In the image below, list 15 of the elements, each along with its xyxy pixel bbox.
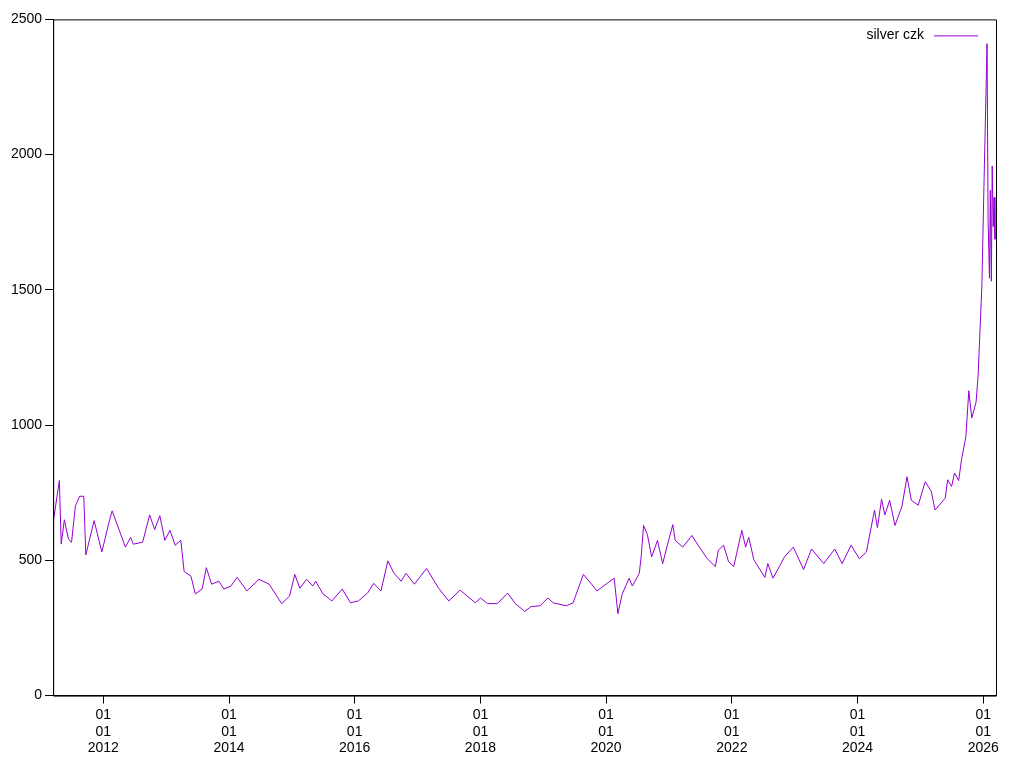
y-tick-label: 1500	[10, 280, 43, 297]
y-tick-label: 2500	[10, 10, 43, 27]
x-tick-label: 01 01 2022	[716, 705, 748, 756]
x-tick-label: 01 01 2014	[213, 705, 245, 756]
x-tick-label: 01 01 2016	[339, 705, 371, 756]
x-tick-label: 01 01 2012	[87, 705, 119, 756]
x-tick-label: 01 01 2018	[464, 705, 497, 756]
legend-label: silver czk	[866, 26, 925, 43]
x-tick-label: 01 01 2026	[967, 705, 1000, 756]
y-tick-label: 500	[18, 551, 43, 568]
x-tick-label: 01 01 2020	[590, 705, 622, 756]
y-tick-label: 0	[34, 686, 43, 703]
y-tick-label: 1000	[10, 415, 43, 432]
y-tick-label: 2000	[10, 145, 43, 162]
x-tick-label: 01 01 2024	[841, 705, 874, 756]
